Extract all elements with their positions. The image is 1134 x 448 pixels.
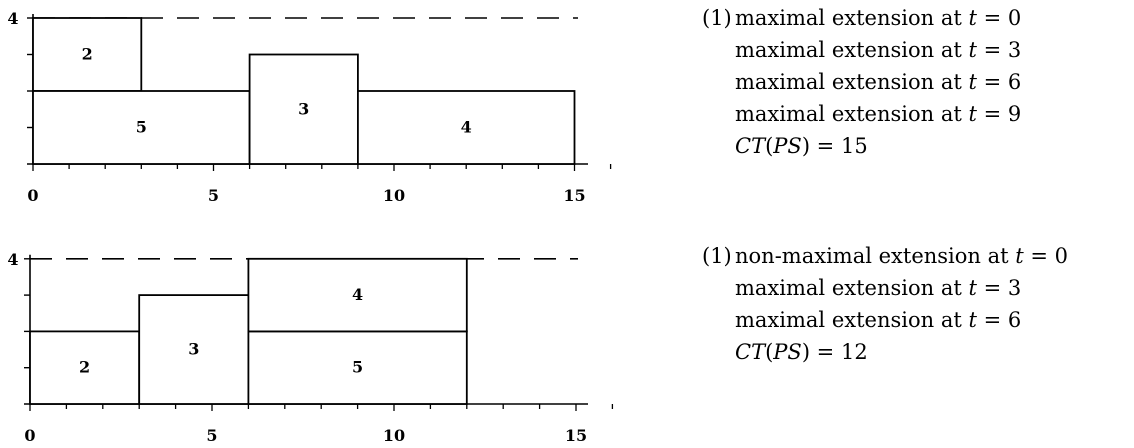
job-box — [32, 17, 143, 92]
caption-line: CT(PS) = 12 — [702, 336, 1068, 368]
caption-line: CT(PS) = 15 — [702, 130, 1021, 162]
caption-text: maximal extension at t = 3 — [735, 276, 1022, 300]
caption-text: non-maximal extension at t = 0 — [735, 244, 1069, 268]
job-box — [247, 257, 468, 333]
caption-text: maximal extension at t = 6 — [735, 70, 1022, 94]
job-label: 3 — [188, 340, 199, 359]
job-box — [248, 53, 359, 165]
x-tick-label: 5 — [206, 426, 217, 445]
job-label: 5 — [352, 358, 363, 377]
caption-top: (1) maximal extension at t = 0 maximal ex… — [702, 2, 1021, 162]
caption-line: maximal extension at t = 6 — [702, 66, 1021, 98]
x-tick-label: 0 — [24, 426, 35, 445]
x-tick-label: 10 — [383, 426, 405, 445]
job-label: 5 — [136, 118, 147, 137]
x-tick-label: 15 — [563, 186, 585, 205]
caption-line: maximal extension at t = 6 — [702, 304, 1068, 336]
caption-text: maximal extension at t = 6 — [735, 308, 1022, 332]
completion-time: CT(PS) = 15 — [735, 134, 868, 158]
caption-line: maximal extension at t = 3 — [702, 272, 1068, 304]
caption-line: (1) non-maximal extension at t = 0 — [702, 240, 1068, 272]
job-box — [32, 90, 251, 165]
job-box — [29, 330, 141, 405]
caption-line: maximal extension at t = 3 — [702, 34, 1021, 66]
job-box — [138, 294, 250, 405]
x-tick-label: 0 — [27, 186, 38, 205]
job-box — [356, 90, 576, 165]
caption-text: maximal extension at t = 0 — [735, 6, 1022, 30]
caption-number: (1) — [702, 6, 732, 30]
x-tick-label: 10 — [383, 186, 405, 205]
job-label: 4 — [461, 118, 472, 137]
job-label: 3 — [298, 99, 309, 118]
capacity-label: 4 — [7, 250, 18, 269]
caption-text: maximal extension at t = 9 — [735, 102, 1022, 126]
caption-line: maximal extension at t = 9 — [702, 98, 1021, 130]
x-tick-label: 5 — [208, 186, 219, 205]
caption-text: maximal extension at t = 3 — [735, 38, 1022, 62]
completion-time: CT(PS) = 12 — [735, 340, 868, 364]
capacity-label: 4 — [7, 9, 18, 28]
job-label: 4 — [352, 285, 363, 304]
job-label: 2 — [79, 358, 90, 377]
caption-line: (1) maximal extension at t = 0 — [702, 2, 1021, 34]
caption-number: (1) — [702, 244, 732, 268]
x-tick-label: 15 — [565, 426, 587, 445]
job-box — [247, 330, 468, 405]
job-label: 2 — [82, 45, 93, 64]
caption-bottom: (1) non-maximal extension at t = 0 maxima… — [702, 240, 1068, 368]
